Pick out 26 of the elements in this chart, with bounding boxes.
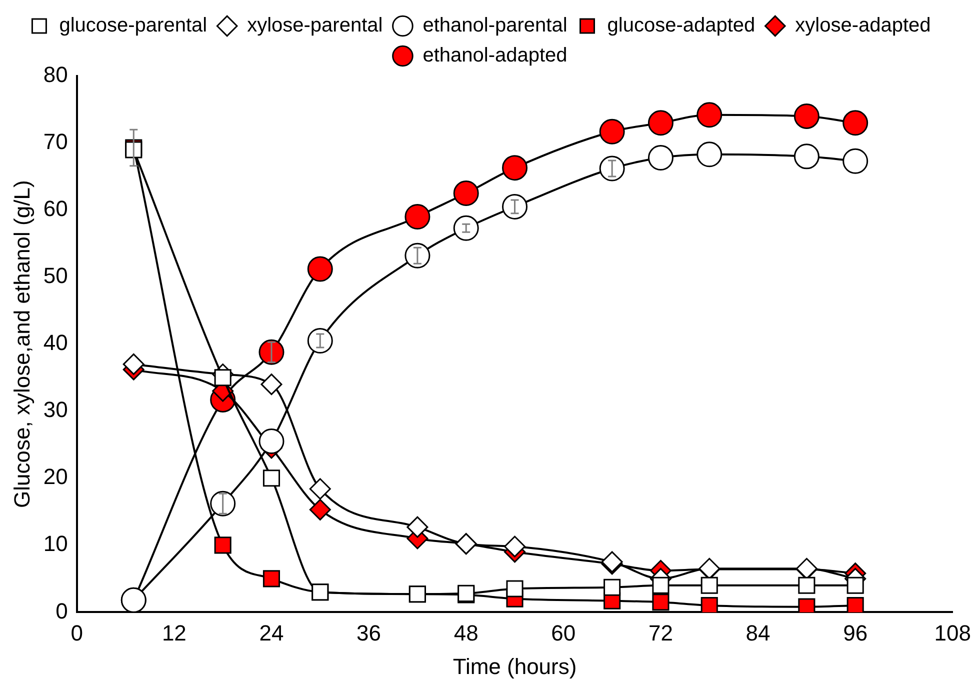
y-tick-label: 50 xyxy=(43,263,68,288)
y-axis-title: Glucose, xylose,and ethanol (g/L) xyxy=(9,180,34,508)
y-tick-label: 60 xyxy=(43,196,68,222)
x-tick-label: 12 xyxy=(162,620,186,646)
x-tick-label: 96 xyxy=(843,620,868,646)
legend-label: ethanol-parental xyxy=(422,14,568,37)
x-tick-label: 36 xyxy=(356,620,382,646)
x-tick-label: 48 xyxy=(454,620,478,646)
legend-label: ethanol-adapted xyxy=(422,44,568,67)
x-axis-title: Time (hours) xyxy=(452,654,577,679)
legend-label: xylose-adapted xyxy=(795,14,931,37)
y-tick-label: 0 xyxy=(56,598,68,624)
x-tick-label: 60 xyxy=(551,620,576,646)
x-tick-label: 108 xyxy=(934,620,972,646)
legend-label: glucose-parental xyxy=(59,14,208,37)
y-tick-label: 20 xyxy=(43,464,68,490)
x-tick-label: 24 xyxy=(259,620,284,646)
y-tick-label: 30 xyxy=(43,397,68,422)
y-tick-label: 10 xyxy=(43,531,68,556)
y-tick-label: 40 xyxy=(43,330,68,356)
legend-label: xylose-parental xyxy=(247,14,383,37)
legend-label: glucose-adapted xyxy=(607,14,756,37)
x-tick-label: 72 xyxy=(648,620,673,646)
y-tick-label: 80 xyxy=(43,62,68,88)
x-tick-label: 84 xyxy=(746,620,770,646)
y-tick-label: 70 xyxy=(43,129,68,154)
